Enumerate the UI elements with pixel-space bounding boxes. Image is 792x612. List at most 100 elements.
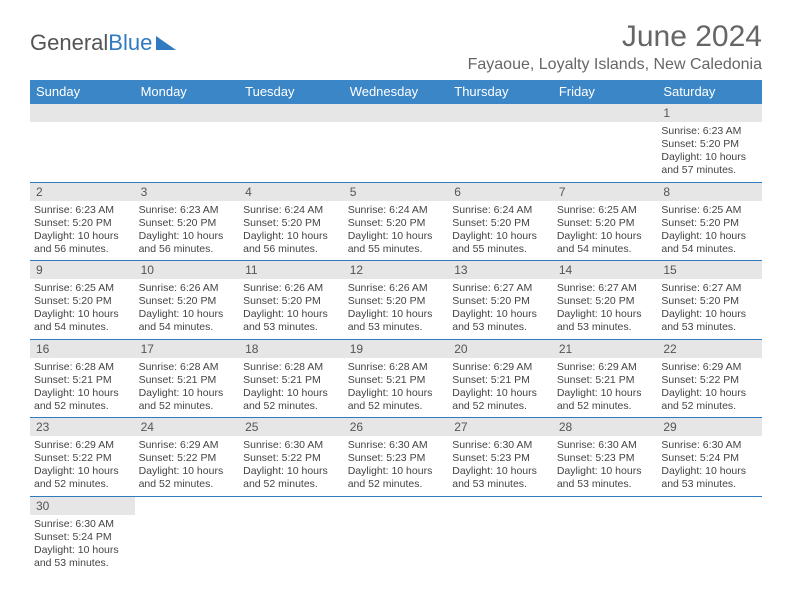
logo-flag-icon — [156, 36, 176, 50]
sunrise-line: Sunrise: 6:28 AM — [243, 361, 340, 374]
sunrise-line: Sunrise: 6:30 AM — [557, 439, 654, 452]
day-details: Sunrise: 6:30 AMSunset: 5:23 PMDaylight:… — [344, 437, 449, 496]
daylight-line2: and 53 minutes. — [661, 321, 758, 334]
day-cell — [239, 496, 344, 574]
col-friday: Friday — [553, 80, 658, 104]
sunrise-line: Sunrise: 6:29 AM — [139, 439, 236, 452]
sunrise-line: Sunrise: 6:30 AM — [661, 439, 758, 452]
daylight-line1: Daylight: 10 hours — [243, 230, 340, 243]
daylight-line2: and 52 minutes. — [452, 400, 549, 413]
day-cell: 23Sunrise: 6:29 AMSunset: 5:22 PMDayligh… — [30, 418, 135, 497]
daylight-line1: Daylight: 10 hours — [661, 465, 758, 478]
day-details: Sunrise: 6:23 AMSunset: 5:20 PMDaylight:… — [135, 202, 240, 261]
daylight-line2: and 52 minutes. — [243, 400, 340, 413]
day-cell: 7Sunrise: 6:25 AMSunset: 5:20 PMDaylight… — [553, 182, 658, 261]
day-cell: 16Sunrise: 6:28 AMSunset: 5:21 PMDayligh… — [30, 339, 135, 418]
sunset-line: Sunset: 5:20 PM — [557, 295, 654, 308]
day-cell: 30Sunrise: 6:30 AMSunset: 5:24 PMDayligh… — [30, 496, 135, 574]
sunrise-line: Sunrise: 6:25 AM — [34, 282, 131, 295]
day-details: Sunrise: 6:28 AMSunset: 5:21 PMDaylight:… — [239, 359, 344, 418]
daylight-line2: and 52 minutes. — [243, 478, 340, 491]
sunset-line: Sunset: 5:21 PM — [452, 374, 549, 387]
week-row: 1Sunrise: 6:23 AMSunset: 5:20 PMDaylight… — [30, 104, 762, 183]
day-number: 9 — [30, 261, 135, 279]
day-number: 16 — [30, 340, 135, 358]
daylight-line2: and 52 minutes. — [139, 478, 236, 491]
day-cell: 5Sunrise: 6:24 AMSunset: 5:20 PMDaylight… — [344, 182, 449, 261]
day-details: Sunrise: 6:26 AMSunset: 5:20 PMDaylight:… — [344, 280, 449, 339]
day-cell: 25Sunrise: 6:30 AMSunset: 5:22 PMDayligh… — [239, 418, 344, 497]
daylight-line1: Daylight: 10 hours — [452, 465, 549, 478]
day-number: 6 — [448, 183, 553, 201]
month-title: June 2024 — [468, 20, 762, 54]
day-number: 3 — [135, 183, 240, 201]
daylight-line2: and 53 minutes. — [452, 321, 549, 334]
day-details: Sunrise: 6:27 AMSunset: 5:20 PMDaylight:… — [448, 280, 553, 339]
daylight-line1: Daylight: 10 hours — [34, 308, 131, 321]
daylight-line1: Daylight: 10 hours — [243, 465, 340, 478]
day-details: Sunrise: 6:26 AMSunset: 5:20 PMDaylight:… — [239, 280, 344, 339]
day-number: 14 — [553, 261, 658, 279]
brand-logo: GeneralBlue — [30, 30, 176, 56]
daylight-line1: Daylight: 10 hours — [557, 230, 654, 243]
calendar-table: Sunday Monday Tuesday Wednesday Thursday… — [30, 80, 762, 574]
day-details: Sunrise: 6:24 AMSunset: 5:20 PMDaylight:… — [239, 202, 344, 261]
daylight-line1: Daylight: 10 hours — [34, 544, 131, 557]
empty-daynum — [30, 104, 135, 122]
day-cell: 24Sunrise: 6:29 AMSunset: 5:22 PMDayligh… — [135, 418, 240, 497]
day-number: 7 — [553, 183, 658, 201]
sunset-line: Sunset: 5:23 PM — [452, 452, 549, 465]
sunset-line: Sunset: 5:20 PM — [348, 217, 445, 230]
daylight-line2: and 53 minutes. — [348, 321, 445, 334]
brand-part2: Blue — [108, 30, 152, 56]
daylight-line1: Daylight: 10 hours — [557, 308, 654, 321]
sunrise-line: Sunrise: 6:24 AM — [452, 204, 549, 217]
daylight-line2: and 53 minutes. — [661, 478, 758, 491]
daylight-line1: Daylight: 10 hours — [348, 465, 445, 478]
daylight-line1: Daylight: 10 hours — [661, 151, 758, 164]
sunrise-line: Sunrise: 6:28 AM — [348, 361, 445, 374]
day-cell: 13Sunrise: 6:27 AMSunset: 5:20 PMDayligh… — [448, 261, 553, 340]
page-header: GeneralBlue June 2024 Fayaoue, Loyalty I… — [30, 20, 762, 74]
day-cell: 14Sunrise: 6:27 AMSunset: 5:20 PMDayligh… — [553, 261, 658, 340]
sunset-line: Sunset: 5:20 PM — [139, 295, 236, 308]
daylight-line1: Daylight: 10 hours — [243, 308, 340, 321]
day-details: Sunrise: 6:23 AMSunset: 5:20 PMDaylight:… — [30, 202, 135, 261]
day-number: 10 — [135, 261, 240, 279]
daylight-line2: and 52 minutes. — [661, 400, 758, 413]
sunset-line: Sunset: 5:21 PM — [139, 374, 236, 387]
sunrise-line: Sunrise: 6:29 AM — [661, 361, 758, 374]
daylight-line2: and 52 minutes. — [348, 400, 445, 413]
daylight-line2: and 56 minutes. — [243, 243, 340, 256]
day-cell: 27Sunrise: 6:30 AMSunset: 5:23 PMDayligh… — [448, 418, 553, 497]
sunrise-line: Sunrise: 6:29 AM — [452, 361, 549, 374]
day-cell — [239, 104, 344, 183]
day-cell: 4Sunrise: 6:24 AMSunset: 5:20 PMDaylight… — [239, 182, 344, 261]
day-details: Sunrise: 6:24 AMSunset: 5:20 PMDaylight:… — [448, 202, 553, 261]
day-number: 18 — [239, 340, 344, 358]
daylight-line1: Daylight: 10 hours — [452, 308, 549, 321]
day-number: 30 — [30, 497, 135, 515]
day-cell — [553, 496, 658, 574]
sunrise-line: Sunrise: 6:27 AM — [452, 282, 549, 295]
day-details: Sunrise: 6:29 AMSunset: 5:21 PMDaylight:… — [448, 359, 553, 418]
day-cell: 3Sunrise: 6:23 AMSunset: 5:20 PMDaylight… — [135, 182, 240, 261]
day-number: 4 — [239, 183, 344, 201]
day-cell: 15Sunrise: 6:27 AMSunset: 5:20 PMDayligh… — [657, 261, 762, 340]
sunset-line: Sunset: 5:20 PM — [661, 217, 758, 230]
sunset-line: Sunset: 5:21 PM — [34, 374, 131, 387]
daylight-line2: and 53 minutes. — [243, 321, 340, 334]
sunset-line: Sunset: 5:23 PM — [557, 452, 654, 465]
sunrise-line: Sunrise: 6:28 AM — [139, 361, 236, 374]
sunrise-line: Sunrise: 6:25 AM — [557, 204, 654, 217]
day-cell: 11Sunrise: 6:26 AMSunset: 5:20 PMDayligh… — [239, 261, 344, 340]
sunset-line: Sunset: 5:22 PM — [34, 452, 131, 465]
daylight-line1: Daylight: 10 hours — [557, 465, 654, 478]
day-number: 20 — [448, 340, 553, 358]
day-details: Sunrise: 6:23 AMSunset: 5:20 PMDaylight:… — [657, 123, 762, 182]
daylight-line2: and 53 minutes. — [557, 478, 654, 491]
sunrise-line: Sunrise: 6:26 AM — [243, 282, 340, 295]
day-cell — [344, 496, 449, 574]
day-details: Sunrise: 6:28 AMSunset: 5:21 PMDaylight:… — [344, 359, 449, 418]
day-details: Sunrise: 6:28 AMSunset: 5:21 PMDaylight:… — [135, 359, 240, 418]
